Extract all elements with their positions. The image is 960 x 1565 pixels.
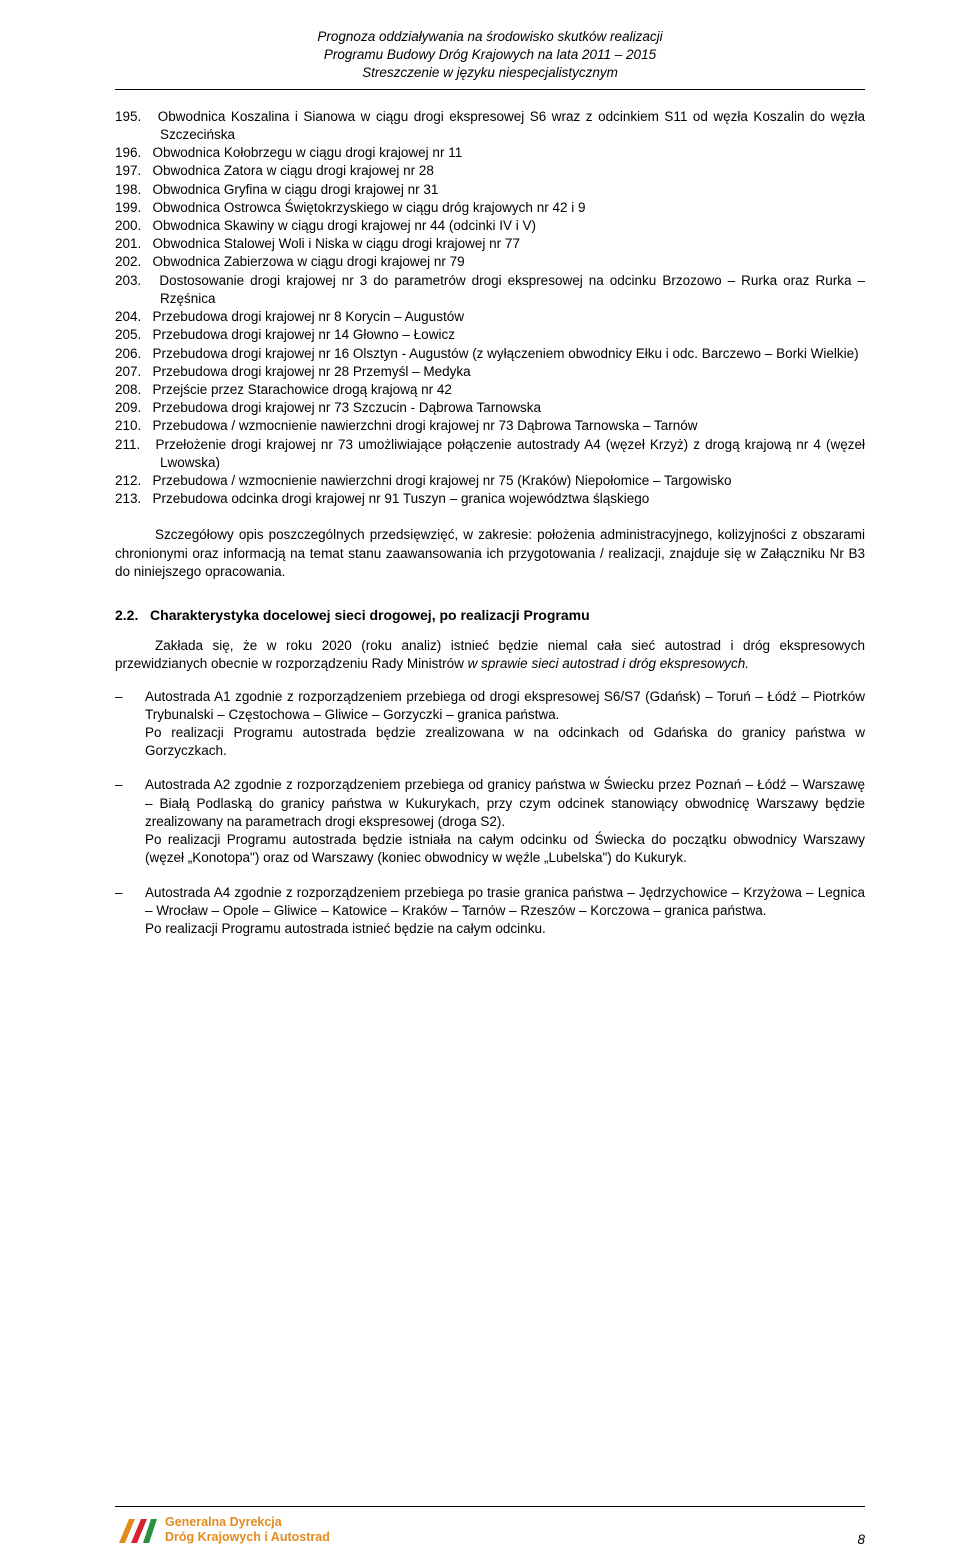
bullet-item: Autostrada A2 zgodnie z rozporządzeniem … <box>115 776 865 867</box>
bullet-list: Autostrada A1 zgodnie z rozporządzeniem … <box>115 688 865 939</box>
item-number: 200. <box>115 218 141 233</box>
summary-paragraph: Szczegółowy opis poszczególnych przedsię… <box>115 526 865 581</box>
document-page: Prognoza oddziaływania na środowisko sku… <box>0 0 960 1565</box>
item-text: Przebudowa odcinka drogi krajowej nr 91 … <box>141 491 649 506</box>
item-number: 211. <box>115 437 140 452</box>
list-item: 209. Przebudowa drogi krajowej nr 73 Szc… <box>115 399 865 417</box>
bullet-line: Po realizacji Programu autostrada będzie… <box>145 831 865 867</box>
list-item: 208. Przejście przez Starachowice drogą … <box>115 381 865 399</box>
list-item: 203. Dostosowanie drogi krajowej nr 3 do… <box>115 272 865 308</box>
item-number: 209. <box>115 400 141 415</box>
logo: Generalna Dyrekcja Dróg Krajowych i Auto… <box>115 1513 330 1547</box>
list-item: 202. Obwodnica Zabierzowa w ciągu drogi … <box>115 253 865 271</box>
item-text: Przebudowa drogi krajowej nr 28 Przemyśl… <box>141 364 470 379</box>
page-number: 8 <box>857 1532 865 1547</box>
item-text: Przebudowa drogi krajowej nr 8 Korycin –… <box>141 309 464 324</box>
item-text: Przebudowa / wzmocnienie nawierzchni dro… <box>141 418 697 433</box>
numbered-list: 195. Obwodnica Koszalina i Sianowa w cią… <box>115 108 865 509</box>
item-number: 208. <box>115 382 141 397</box>
bullet-line: Autostrada A4 zgodnie z rozporządzeniem … <box>145 884 865 920</box>
intro-italic: w sprawie sieci autostrad i dróg ekspres… <box>468 656 749 671</box>
list-item: 206. Przebudowa drogi krajowej nr 16 Ols… <box>115 345 865 363</box>
item-number: 203. <box>115 273 141 288</box>
item-text: Obwodnica Zatora w ciągu drogi krajowej … <box>141 163 434 178</box>
list-item: 207. Przebudowa drogi krajowej nr 28 Prz… <box>115 363 865 381</box>
list-item: 213. Przebudowa odcinka drogi krajowej n… <box>115 490 865 508</box>
list-item: 205. Przebudowa drogi krajowej nr 14 Gło… <box>115 326 865 344</box>
item-text: Obwodnica Koszalina i Sianowa w ciągu dr… <box>141 109 865 142</box>
list-item: 198. Obwodnica Gryfina w ciągu drogi kra… <box>115 181 865 199</box>
bullet-item: Autostrada A1 zgodnie z rozporządzeniem … <box>115 688 865 761</box>
item-number: 196. <box>115 145 141 160</box>
item-text: Obwodnica Stalowej Woli i Niska w ciągu … <box>141 236 520 251</box>
item-number: 212. <box>115 473 141 488</box>
item-number: 195. <box>115 109 141 124</box>
item-number: 205. <box>115 327 141 342</box>
item-number: 207. <box>115 364 141 379</box>
item-text: Obwodnica Kołobrzegu w ciągu drogi krajo… <box>141 145 462 160</box>
item-number: 197. <box>115 163 141 178</box>
header-line-1: Prognoza oddziaływania na środowisko sku… <box>115 28 865 46</box>
bullet-line: Po realizacji Programu autostrada będzie… <box>145 724 865 760</box>
footer-rule <box>115 1506 865 1507</box>
bullet-line: Autostrada A1 zgodnie z rozporządzeniem … <box>145 688 865 724</box>
bullet-item: Autostrada A4 zgodnie z rozporządzeniem … <box>115 884 865 939</box>
item-text: Przejście przez Starachowice drogą krajo… <box>141 382 452 397</box>
item-text: Obwodnica Skawiny w ciągu drogi krajowej… <box>141 218 536 233</box>
item-text: Przebudowa drogi krajowej nr 16 Olsztyn … <box>141 346 858 361</box>
list-item: 210. Przebudowa / wzmocnienie nawierzchn… <box>115 417 865 435</box>
list-item: 196. Obwodnica Kołobrzegu w ciągu drogi … <box>115 144 865 162</box>
item-number: 201. <box>115 236 141 251</box>
section-heading: 2.2. Charakterystyka docelowej sieci dro… <box>115 607 865 623</box>
list-item: 195. Obwodnica Koszalina i Sianowa w cią… <box>115 108 865 144</box>
item-text: Przebudowa drogi krajowej nr 14 Głowno –… <box>141 327 455 342</box>
item-text: Przebudowa drogi krajowej nr 73 Szczucin… <box>141 400 541 415</box>
list-item: 212. Przebudowa / wzmocnienie nawierzchn… <box>115 472 865 490</box>
list-item: 201. Obwodnica Stalowej Woli i Niska w c… <box>115 235 865 253</box>
item-text: Przebudowa / wzmocnienie nawierzchni dro… <box>141 473 731 488</box>
item-number: 213. <box>115 491 141 506</box>
section-title: Charakterystyka docelowej sieci drogowej… <box>150 607 590 623</box>
header-line-3: Streszczenie w języku niespecjalistyczny… <box>115 64 865 82</box>
item-number: 204. <box>115 309 141 324</box>
logo-text: Generalna Dyrekcja Dróg Krajowych i Auto… <box>165 1515 330 1545</box>
item-text: Przełożenie drogi krajowej nr 73 umożliw… <box>140 437 865 470</box>
list-item: 200. Obwodnica Skawiny w ciągu drogi kra… <box>115 217 865 235</box>
list-item: 211. Przełożenie drogi krajowej nr 73 um… <box>115 436 865 472</box>
list-item: 199. Obwodnica Ostrowca Świętokrzyskiego… <box>115 199 865 217</box>
item-number: 198. <box>115 182 141 197</box>
header-line-2: Programu Budowy Dróg Krajowych na lata 2… <box>115 46 865 64</box>
item-text: Obwodnica Zabierzowa w ciągu drogi krajo… <box>141 254 464 269</box>
doc-header: Prognoza oddziaływania na środowisko sku… <box>115 28 865 83</box>
section-number: 2.2. <box>115 607 138 623</box>
logo-icon <box>115 1513 157 1547</box>
bullet-line: Po realizacji Programu autostrada istnie… <box>145 920 865 938</box>
bullet-line: Autostrada A2 zgodnie z rozporządzeniem … <box>145 776 865 831</box>
item-number: 210. <box>115 418 141 433</box>
header-rule <box>115 89 865 90</box>
item-text: Obwodnica Gryfina w ciągu drogi krajowej… <box>141 182 438 197</box>
item-number: 199. <box>115 200 141 215</box>
logo-line-1: Generalna Dyrekcja <box>165 1515 330 1530</box>
item-text: Obwodnica Ostrowca Świętokrzyskiego w ci… <box>141 200 585 215</box>
list-item: 204. Przebudowa drogi krajowej nr 8 Kory… <box>115 308 865 326</box>
item-number: 206. <box>115 346 141 361</box>
intro-paragraph: Zakłada się, że w roku 2020 (roku analiz… <box>115 637 865 673</box>
list-item: 197. Obwodnica Zatora w ciągu drogi kraj… <box>115 162 865 180</box>
logo-line-2: Dróg Krajowych i Autostrad <box>165 1530 330 1545</box>
item-number: 202. <box>115 254 141 269</box>
page-footer: Generalna Dyrekcja Dróg Krajowych i Auto… <box>0 1506 960 1547</box>
item-text: Dostosowanie drogi krajowej nr 3 do para… <box>141 273 865 306</box>
